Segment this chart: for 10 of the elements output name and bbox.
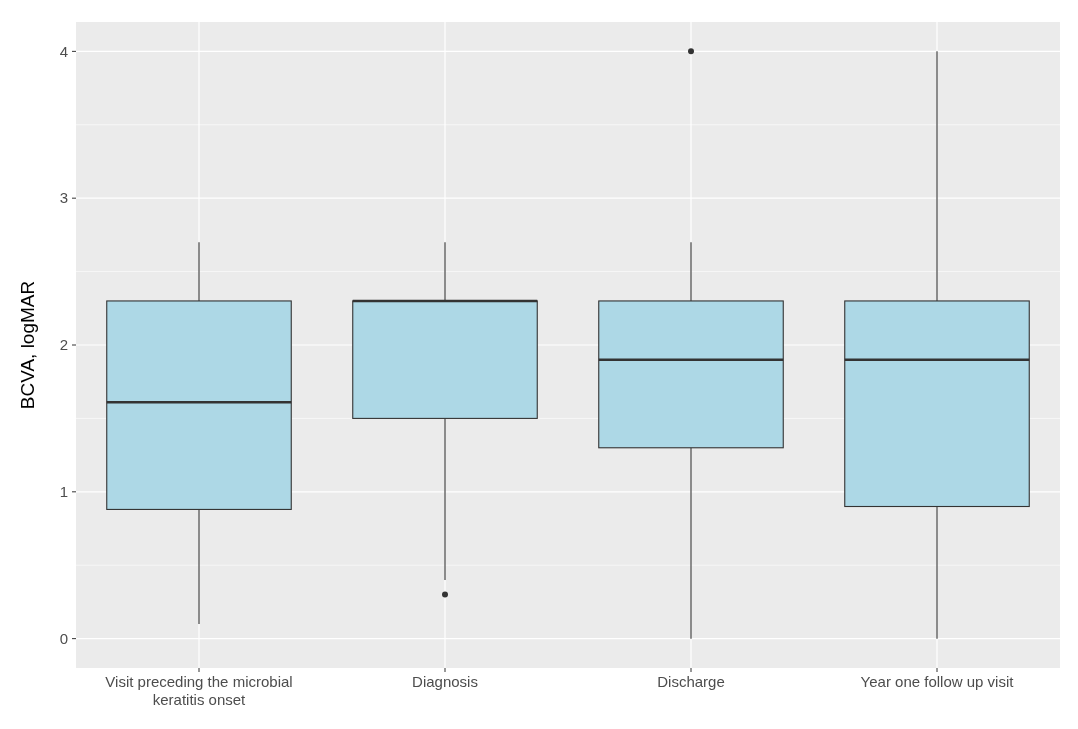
y-axis-title: BCVA, logMAR	[17, 280, 38, 410]
x-tick-label: Discharge	[657, 673, 725, 690]
y-tick-label: 0	[59, 629, 68, 647]
y-tick-label: 1	[59, 483, 68, 501]
y-tick-label: 3	[59, 189, 68, 207]
x-tick-label: Diagnosis	[412, 673, 478, 690]
x-tick-label: Visit preceding the microbial keratitis onset	[105, 673, 293, 708]
y-tick-label: 4	[59, 42, 68, 60]
y-tick-label: 2	[59, 336, 68, 354]
x-tick-label: Year one follow up visit	[860, 673, 1015, 690]
